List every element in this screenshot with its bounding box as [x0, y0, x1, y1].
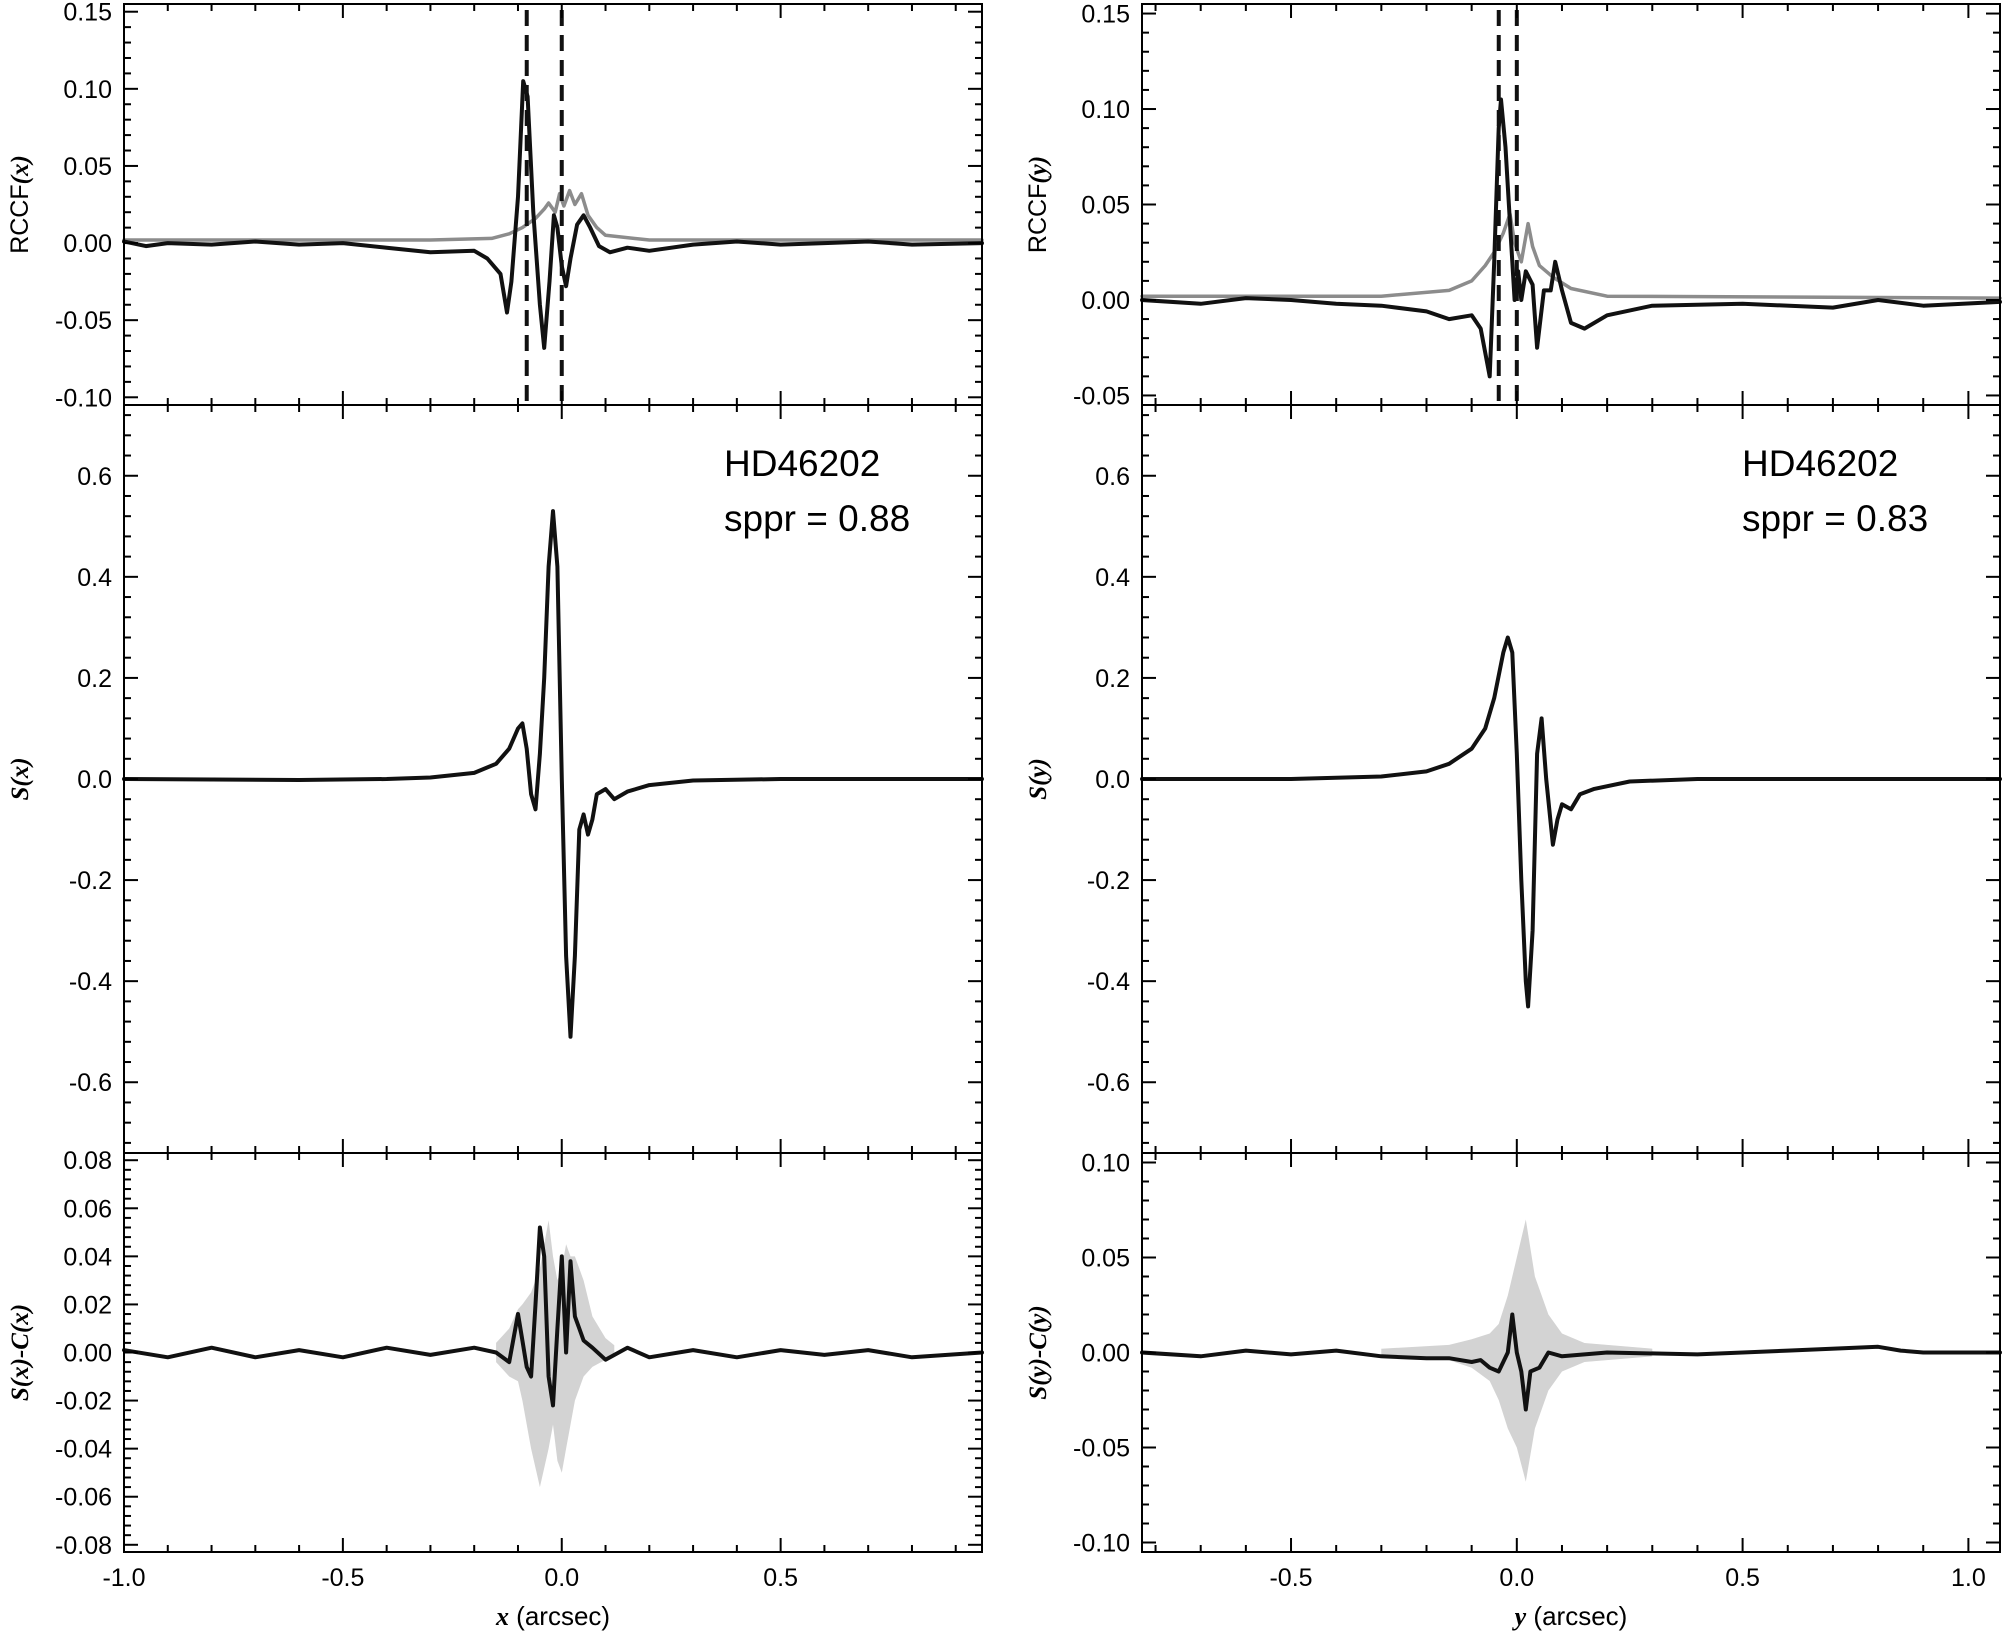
y-tick-label: -0.2: [1087, 867, 1130, 895]
y-tick-label: -0.02: [55, 1388, 112, 1416]
y-tick-label: 0.2: [77, 665, 112, 693]
y-tick-label: -0.05: [55, 307, 112, 335]
x-axis-variable: x: [495, 1602, 509, 1631]
x-tick-label: 0.0: [544, 1564, 579, 1592]
panel-x-column-s: -0.6 -0.4 -0.2 0.0 0.2 0.4 0.6 S(x) HD46202 sppr …: [7, 404, 984, 1154]
sppr-label: sppr = 0.83: [1742, 498, 1928, 539]
series-line-primary: [1140, 97, 2002, 379]
x-axis-label: x (arcsec): [495, 1601, 610, 1631]
panel-x-column-resid: -0.08 -0.06 -0.04 -0.02 0.00 0.02 0.04 0.06 0.08…: [7, 1147, 984, 1560]
y-tick-label: 0.15: [1081, 1, 1130, 29]
x-tick-label: 0.5: [763, 1564, 798, 1592]
x-tick-label: 0.5: [1725, 1564, 1760, 1592]
x-axis-unit: (arcsec): [1526, 1601, 1627, 1631]
y-tick-label: 0.06: [63, 1195, 112, 1223]
y-tick-label: 0.04: [63, 1243, 112, 1271]
series-line-primary: [122, 509, 984, 1039]
series-line-model: [122, 188, 984, 242]
y-tick-label: 0.00: [1081, 1340, 1130, 1368]
panel-frame: [123, 3, 983, 406]
x-axis-label: y (arcsec): [1512, 1601, 1628, 1631]
panel-x-column-rccf: -0.10 -0.05 0.00 0.05 0.10 0.15 RCCF(x): [6, 0, 984, 412]
y-tick-label: 0.2: [1095, 665, 1130, 693]
series-line-primary: [122, 79, 984, 350]
y-tick-label: -0.6: [1087, 1069, 1130, 1097]
y-axis-label: RCCF(y): [1024, 156, 1052, 253]
y-tick-label: 0.6: [1095, 463, 1130, 491]
y-tick-label: 0.4: [1095, 564, 1130, 592]
y-axis-label: RCCF(x): [6, 155, 34, 254]
plot-root: -0.10-0.050.000.050.100.15RCCF(x)-0.6-0.…: [6, 0, 2002, 1631]
x-tick-label: 0.0: [1499, 1564, 1534, 1592]
y-tick-label: -0.6: [69, 1069, 112, 1097]
y-tick-label: 0.0: [1095, 766, 1130, 794]
y-tick-label: 0.15: [63, 0, 112, 27]
y-tick-label: -0.10: [55, 384, 112, 412]
series-line-model: [1140, 212, 2002, 300]
target-name-label: HD46202: [1742, 443, 1898, 484]
y-tick-label: 0.08: [63, 1147, 112, 1175]
y-tick-label: 0.02: [63, 1291, 112, 1319]
y-tick-label: 0.0: [77, 766, 112, 794]
y-tick-label: 0.4: [77, 564, 112, 592]
y-tick-label: -0.05: [1073, 1435, 1130, 1463]
x-tick-label: -0.5: [321, 1564, 364, 1592]
y-tick-label: 0.00: [1081, 287, 1130, 315]
panel-y-column-rccf: -0.05 0.00 0.05 0.10 0.15 RCCF(y): [1024, 1, 2002, 410]
y-tick-label: -0.2: [69, 867, 112, 895]
panel-y-column-resid: -0.10 -0.05 0.00 0.05 0.10 S(y)-C(y): [1025, 1150, 2002, 1558]
y-tick-label: -0.06: [55, 1484, 112, 1512]
chart-x-column: -0.10-0.050.000.050.100.15RCCF(x)-0.6-0.…: [6, 0, 984, 1631]
y-axis-label: S(x)-C(x): [7, 1304, 34, 1401]
y-tick-label: 0.00: [63, 1340, 112, 1368]
chart-y-column: -0.05 0.00 0.05 0.10 0.15 RCCF(y) -0.6 -0.4 -0.2…: [1024, 1, 2002, 1631]
y-tick-label: -0.4: [1087, 968, 1130, 996]
series-line-primary: [122, 1225, 984, 1408]
y-axis-label: S(x): [7, 757, 34, 800]
x-tick-label: -1.0: [102, 1564, 145, 1592]
sppr-label: sppr = 0.88: [724, 498, 910, 539]
series-line-primary: [1140, 1312, 2002, 1412]
y-tick-label: -0.04: [55, 1436, 112, 1464]
series-line-primary: [1140, 635, 2002, 1009]
x-axis-unit: (arcsec): [509, 1601, 610, 1631]
y-tick-label: -0.08: [55, 1532, 112, 1560]
x-tick-label: 1.0: [1951, 1564, 1986, 1592]
y-tick-label: 0.10: [1081, 1150, 1130, 1178]
panel-frame: [1141, 3, 2001, 406]
panel-y-column-s: -0.6 -0.4 -0.2 0.0 0.2 0.4 0.6 S(y) HD46202 sppr …: [1025, 404, 2002, 1154]
y-tick-label: 0.05: [63, 153, 112, 181]
y-tick-label: -0.05: [1073, 382, 1130, 410]
y-tick-label: 0.05: [1081, 1245, 1130, 1273]
y-tick-label: 0.10: [1081, 96, 1130, 124]
y-tick-label: 0.05: [1081, 192, 1130, 220]
y-tick-label: -0.10: [1073, 1530, 1130, 1558]
y-tick-label: -0.4: [69, 968, 112, 996]
y-tick-label: 0.6: [77, 463, 112, 491]
x-axis-variable: y: [1512, 1602, 1527, 1631]
y-axis-label: S(y)-C(y): [1025, 1305, 1052, 1399]
target-name-label: HD46202: [724, 443, 880, 484]
y-tick-label: 0.00: [63, 230, 112, 258]
y-tick-label: 0.10: [63, 76, 112, 104]
x-tick-label: -0.5: [1269, 1564, 1312, 1592]
y-axis-label: S(y): [1025, 758, 1052, 800]
